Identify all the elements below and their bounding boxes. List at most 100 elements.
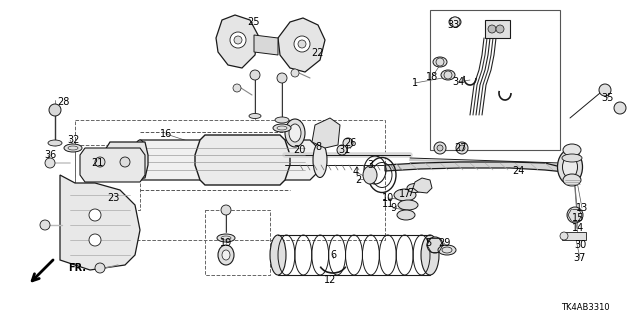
Text: 37: 37 [574,253,586,263]
Text: 21: 21 [91,158,103,168]
Ellipse shape [563,156,577,178]
Ellipse shape [270,235,286,275]
Text: 19: 19 [220,238,232,248]
Text: 36: 36 [44,150,56,160]
Ellipse shape [397,210,415,220]
Text: 2: 2 [355,175,361,185]
Circle shape [277,73,287,83]
Bar [485,20,510,38]
Circle shape [560,232,568,240]
Text: 25: 25 [247,17,259,27]
Ellipse shape [407,183,423,193]
Circle shape [233,84,241,92]
Circle shape [614,102,626,114]
Text: 33: 33 [447,20,459,30]
Text: 32: 32 [67,135,79,145]
Circle shape [488,25,496,33]
Bar [75,145,140,210]
Ellipse shape [557,149,582,185]
Circle shape [450,17,460,27]
Text: 14: 14 [572,223,584,233]
Ellipse shape [217,234,235,242]
Circle shape [459,145,465,151]
Circle shape [437,145,443,151]
Text: TK4AB3310: TK4AB3310 [561,303,610,313]
Text: 23: 23 [107,193,119,203]
Text: 10: 10 [382,193,394,203]
Ellipse shape [343,138,353,148]
Ellipse shape [563,144,581,156]
Ellipse shape [222,250,230,260]
Text: 7: 7 [407,188,413,198]
Text: 15: 15 [572,213,584,223]
Text: 24: 24 [512,166,524,176]
Bar [430,10,560,150]
Ellipse shape [441,70,455,80]
Text: 27: 27 [454,143,467,153]
Circle shape [230,32,246,48]
Ellipse shape [398,200,418,210]
Ellipse shape [337,145,347,155]
Text: 35: 35 [602,93,614,103]
Ellipse shape [433,57,447,67]
Text: 31: 31 [338,145,350,155]
Ellipse shape [313,142,327,178]
Ellipse shape [249,114,261,118]
Polygon shape [195,135,290,185]
Text: 20: 20 [293,145,305,155]
Ellipse shape [285,119,305,147]
Text: 29: 29 [438,238,450,248]
Polygon shape [80,148,145,182]
Circle shape [45,158,55,168]
Bar [562,232,586,240]
Circle shape [89,234,101,246]
Circle shape [120,157,130,167]
Bar [75,120,385,240]
Polygon shape [385,162,565,172]
Circle shape [49,104,61,116]
Text: 4: 4 [353,167,359,177]
Ellipse shape [562,154,582,162]
Ellipse shape [218,245,234,265]
Text: 11: 11 [382,199,394,209]
Ellipse shape [438,245,456,255]
Ellipse shape [563,174,581,186]
Text: 9: 9 [390,203,396,213]
Text: 1: 1 [412,78,418,88]
Circle shape [40,220,50,230]
Ellipse shape [273,124,291,132]
Ellipse shape [449,17,461,27]
Circle shape [444,71,452,79]
Text: 26: 26 [344,138,356,148]
Text: 3: 3 [367,160,373,170]
Circle shape [298,40,306,48]
Text: 6: 6 [330,250,336,260]
Polygon shape [413,178,432,193]
Polygon shape [312,118,340,148]
Circle shape [234,36,242,44]
Circle shape [496,25,504,33]
Text: 18: 18 [426,72,438,82]
Text: 5: 5 [425,238,431,248]
Polygon shape [216,15,258,68]
Ellipse shape [363,166,377,184]
Text: FR.: FR. [68,263,86,273]
Circle shape [221,205,231,215]
Circle shape [95,157,105,167]
Ellipse shape [567,207,583,223]
Ellipse shape [48,140,62,146]
Polygon shape [130,140,325,180]
Circle shape [294,36,310,52]
Text: 16: 16 [160,129,172,139]
Circle shape [434,142,446,154]
Circle shape [95,263,105,273]
Text: 17: 17 [399,189,411,199]
Circle shape [599,84,611,96]
Ellipse shape [275,117,289,123]
Text: 8: 8 [315,142,321,152]
Ellipse shape [394,189,416,201]
Text: 28: 28 [57,97,69,107]
Polygon shape [102,142,148,178]
Circle shape [456,142,468,154]
Circle shape [436,58,444,66]
